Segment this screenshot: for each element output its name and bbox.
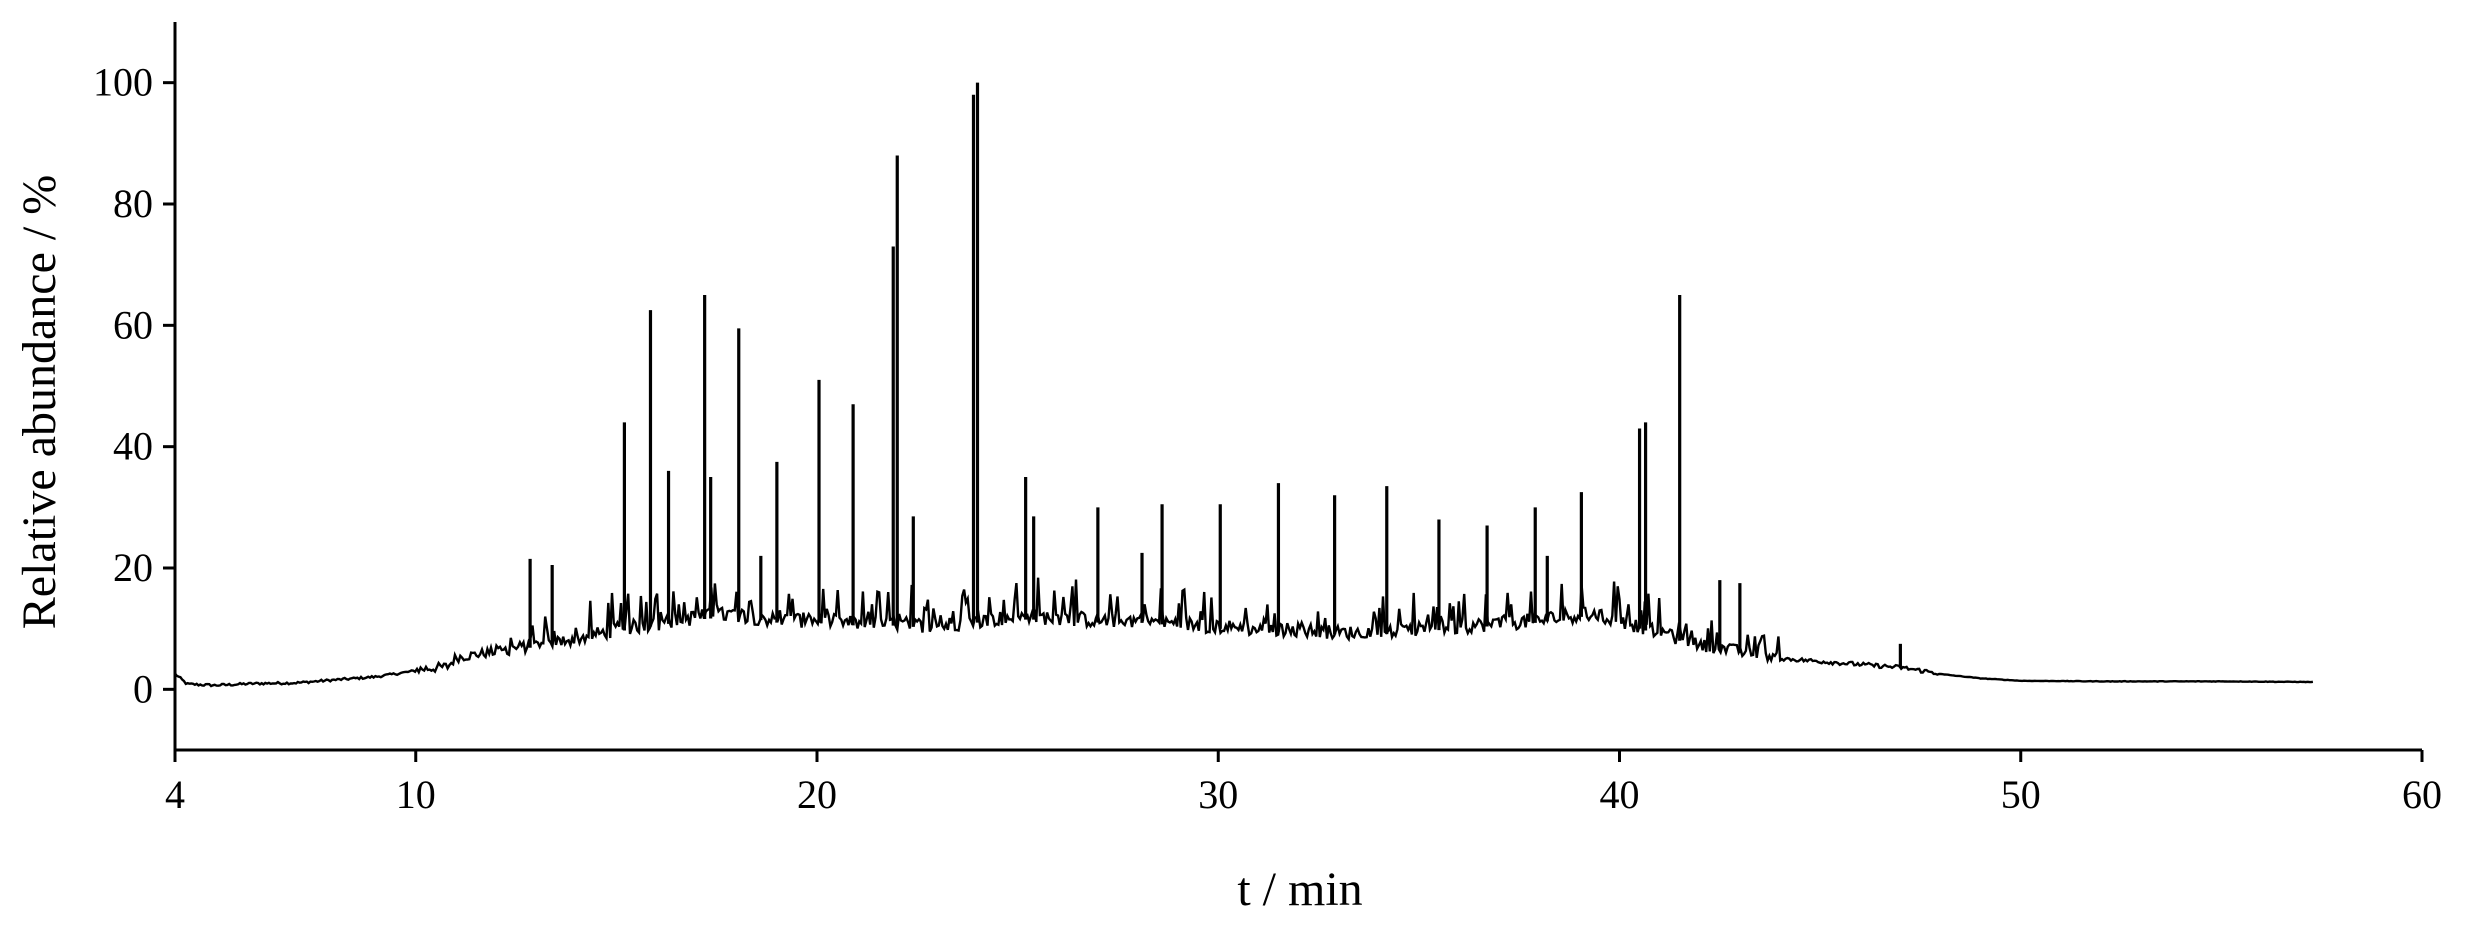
y-tick-label: 40 [113,424,153,469]
x-axis-title: t / min [1237,863,1362,916]
x-tick-label: 50 [2001,772,2041,817]
x-tick-label: 30 [1198,772,1238,817]
y-tick-label: 100 [93,60,153,105]
x-tick-label: 4 [165,772,185,817]
y-tick-label: 60 [113,302,153,347]
trace-layer [174,82,2314,688]
x-tick-label: 20 [797,772,837,817]
x-tick-label: 40 [1600,772,1640,817]
y-tick-label: 80 [113,181,153,226]
axes: 4 10 20 30 40 50 60 0 20 40 60 80 100 [93,22,2442,817]
x-tick-label: 10 [396,772,436,817]
y-tick-label: 20 [113,545,153,590]
x-tick-label: 60 [2402,772,2442,817]
y-axis-title: Relative abundance / % [13,175,66,629]
y-tick-label: 0 [133,666,153,711]
trace-line [174,577,2314,688]
